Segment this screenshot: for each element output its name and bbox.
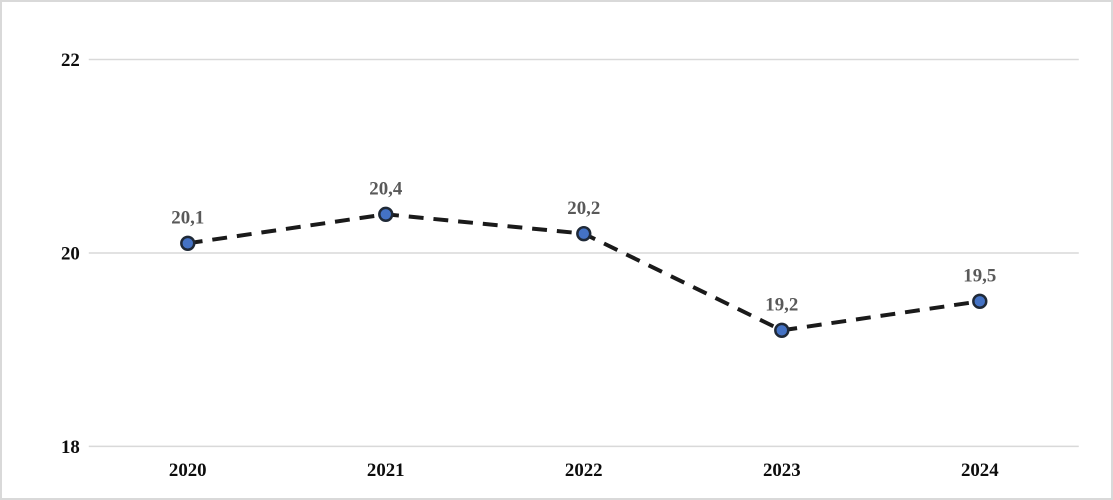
y-tick-label: 20 — [61, 243, 80, 264]
data-point-marker — [378, 206, 394, 222]
data-point-label: 20,2 — [567, 198, 600, 219]
x-axis-label: 2021 — [367, 460, 405, 481]
data-point-label: 20,4 — [369, 178, 403, 199]
data-point-marker — [180, 235, 196, 251]
x-axis-label: 2023 — [763, 460, 801, 481]
data-point-marker — [972, 293, 988, 310]
data-point-label: 19,5 — [963, 265, 996, 286]
data-point-label: 20,1 — [171, 207, 204, 228]
y-tick-label: 18 — [61, 437, 80, 458]
data-point-label: 19,2 — [765, 295, 798, 316]
x-axis-label: 2024 — [961, 460, 999, 481]
x-axis-label: 2020 — [169, 460, 207, 481]
data-point-marker — [576, 225, 592, 242]
y-tick-label: 22 — [61, 50, 80, 71]
x-axis-label: 2022 — [565, 460, 603, 481]
data-point-marker — [774, 322, 790, 339]
